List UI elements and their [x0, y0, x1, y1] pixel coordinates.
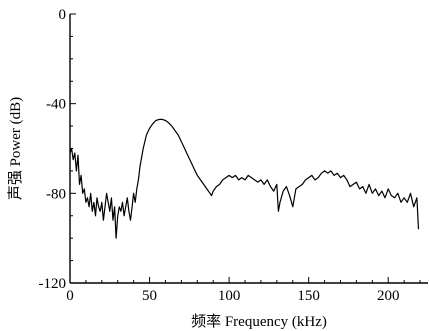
- y-tick-label: -80: [46, 186, 66, 202]
- x-tick-label: 100: [218, 288, 241, 304]
- x-tick-label: 150: [297, 288, 320, 304]
- x-axis-label: 频率 Frequency (kHz): [191, 313, 327, 330]
- y-tick-label: -120: [39, 276, 67, 292]
- x-tick-label: 50: [142, 288, 157, 304]
- series-layer: [69, 118, 420, 239]
- ticks: 0 50 100 150 200 0 -40 -80 -120: [39, 7, 421, 304]
- x-tick-label: 0: [66, 288, 74, 304]
- axes: [69, 14, 428, 284]
- y-tick-label: -40: [46, 97, 66, 113]
- x-tick-label: 200: [377, 288, 400, 304]
- series-line: [69, 118, 420, 239]
- y-tick-label: 0: [59, 7, 67, 23]
- y-axis-label: 声强 Power (dB): [6, 97, 24, 200]
